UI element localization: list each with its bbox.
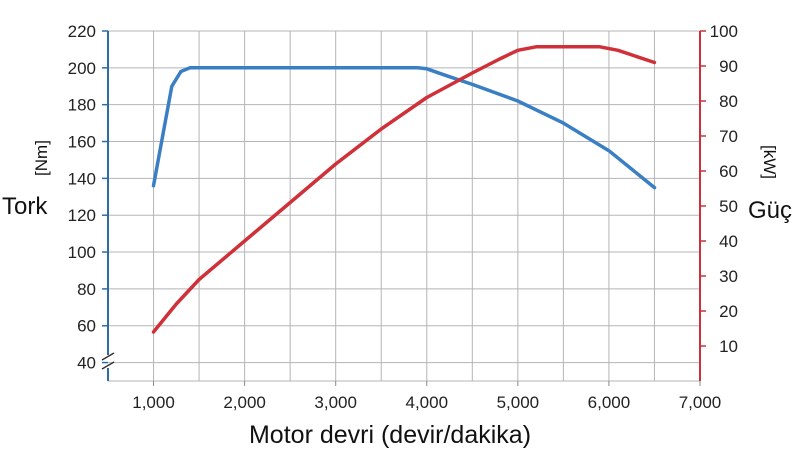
x-tick-label: 6,000 (588, 393, 631, 412)
y-right-axis-title: Güç (748, 197, 792, 224)
x-tick-label: 5,000 (497, 393, 540, 412)
y-left-tick-label: 80 (77, 280, 96, 299)
y-left-axis-unit: [Nm] (32, 140, 51, 176)
y-left-tick-label: 40 (77, 354, 96, 373)
y-right-tick-label: 40 (719, 232, 738, 251)
y-right-tick-label: 90 (719, 57, 738, 76)
y-left-tick-label: 200 (68, 59, 96, 78)
y-right-tick-label: 70 (719, 127, 738, 146)
x-tick-label: 4,000 (405, 393, 448, 412)
y-right-tick-label: 20 (719, 302, 738, 321)
y-left-tick-label: 120 (68, 206, 96, 225)
y-right-axis-unit: [kW] (760, 145, 779, 179)
power-curve (151, 45, 657, 334)
x-axis-title: Motor devri (devir/dakika) (249, 421, 531, 449)
y-right-tick-label: 30 (719, 267, 738, 286)
axes (101, 30, 706, 386)
y-left-axis-title: Tork (2, 193, 48, 220)
y-right-tick-label: 50 (719, 197, 738, 216)
grid (108, 30, 700, 382)
y-left-tick-label: 180 (68, 96, 96, 115)
axis-break-mark (101, 361, 115, 370)
x-tick-label: 3,000 (314, 393, 357, 412)
x-tick-label: 1,000 (132, 393, 175, 412)
y-right-tick-label: 80 (719, 92, 738, 111)
torque-curve (151, 66, 657, 190)
y-right-tick-label: 100 (710, 22, 738, 41)
x-tick-label: 2,000 (223, 393, 266, 412)
y-left-tick-label: 140 (68, 169, 96, 188)
tick-labels: 1,000 2,000 3,000 4,000 5,000 6,000 7,000 40 60 8… (68, 22, 738, 412)
axis-break-mark (101, 352, 115, 361)
y-right-tick-label: 60 (719, 162, 738, 181)
x-tick-label: 7,000 (679, 393, 722, 412)
y-left-tick-label: 60 (77, 317, 96, 336)
y-left-tick-label: 160 (68, 133, 96, 152)
series-lines (151, 45, 657, 334)
y-right-tick-label: 10 (719, 337, 738, 356)
y-left-tick-label: 220 (68, 22, 96, 41)
y-left-tick-label: 100 (68, 243, 96, 262)
